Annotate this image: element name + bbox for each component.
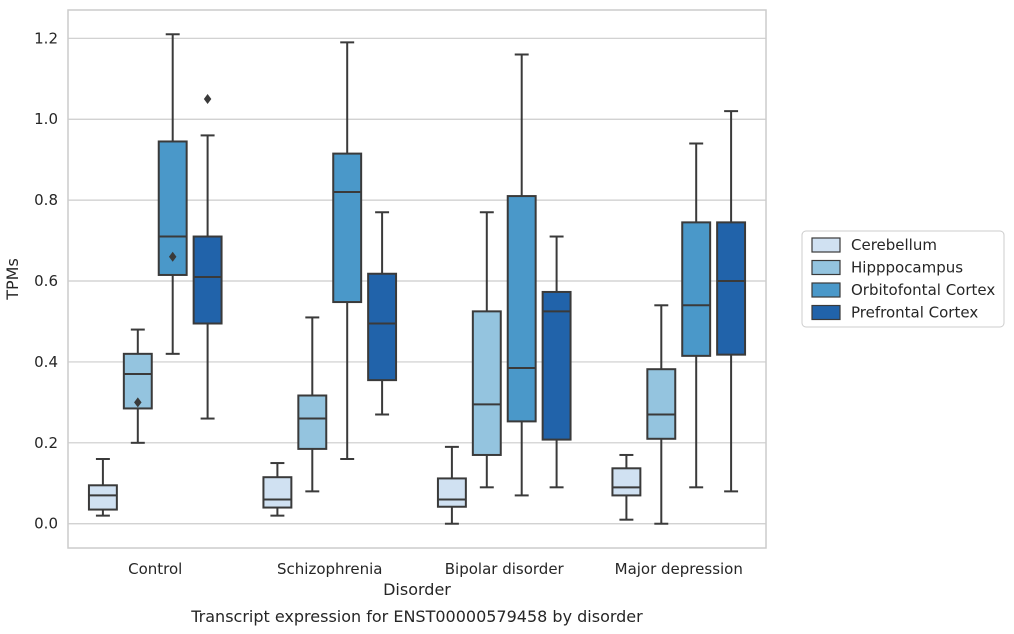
box-body — [471, 310, 502, 456]
boxes — [87, 33, 747, 525]
box-body — [681, 221, 712, 357]
x-axis-label: Disorder — [383, 580, 451, 599]
plot-area — [67, 9, 767, 549]
legend-label: Prefrontal Cortex — [851, 304, 978, 322]
y-tick-label: 1.2 — [34, 29, 58, 47]
legend-swatch — [811, 259, 841, 276]
box — [87, 458, 118, 517]
legend-swatch — [811, 282, 841, 298]
box-body — [87, 484, 118, 511]
y-tick-label: 0.6 — [34, 272, 58, 290]
box — [122, 328, 153, 444]
box — [541, 235, 572, 489]
x-tick-label: Control — [128, 560, 182, 578]
box-body — [646, 368, 677, 440]
box — [611, 453, 642, 521]
y-tick-label: 0.2 — [34, 434, 58, 452]
box — [506, 53, 537, 497]
box — [332, 41, 363, 461]
y-tick-labels: 0.0 0.2 0.4 0.6 0.8 1.0 1.2 — [34, 29, 58, 532]
legend-swatch — [811, 237, 841, 253]
legend-label: Hipppocampus — [851, 259, 963, 277]
y-tick-label: 0.4 — [34, 353, 58, 371]
box-body — [297, 394, 328, 450]
box — [471, 211, 502, 489]
x-tick-label: Major depression — [615, 560, 743, 578]
box-body — [332, 152, 363, 304]
plot-background — [68, 10, 766, 548]
outlier-point — [168, 251, 177, 262]
box-body — [367, 272, 398, 382]
outlier-point — [203, 93, 212, 104]
box — [646, 304, 677, 525]
box — [367, 211, 398, 416]
legend: Cerebellum Hipppocampus Orbitofontal Corte… — [801, 230, 1005, 328]
box — [192, 93, 223, 420]
box — [297, 316, 328, 493]
x-tick-label: Schizophrenia — [277, 560, 382, 578]
y-tick-label: 0.0 — [34, 515, 58, 533]
y-tick-label: 1.0 — [34, 110, 58, 128]
legend-swatch — [811, 304, 841, 321]
box — [681, 142, 712, 489]
legend-label: Cerebellum — [851, 236, 937, 254]
y-axis-label: TPMs — [3, 258, 22, 301]
box — [157, 33, 188, 355]
box-body — [192, 235, 223, 325]
box — [436, 445, 467, 525]
chart-caption: Transcript expression for ENST0000057945… — [190, 607, 643, 626]
box-body — [716, 221, 747, 356]
x-tick-label: Bipolar disorder — [445, 560, 565, 578]
outlier-point — [134, 397, 142, 408]
y-tick-label: 0.8 — [34, 191, 58, 209]
box-body — [506, 195, 537, 423]
box-body — [262, 476, 293, 509]
plot-frame — [67, 9, 767, 549]
legend-frame — [801, 230, 1005, 328]
x-tick-labels: Control Schizophrenia Bipolar disorder Majo… — [128, 560, 743, 578]
box-body — [611, 467, 642, 497]
legend-label: Orbitofontal Cortex — [851, 281, 995, 299]
box-body — [541, 290, 572, 441]
box — [716, 110, 747, 493]
box — [262, 462, 293, 517]
box-body — [436, 477, 467, 508]
